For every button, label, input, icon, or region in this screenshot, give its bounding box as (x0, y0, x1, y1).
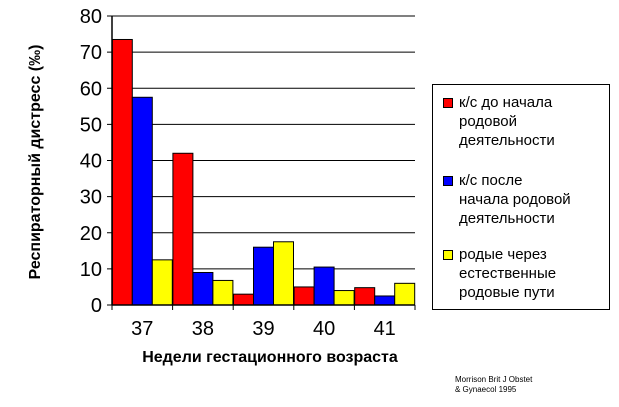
grid-lines (112, 15, 415, 270)
source-note: Morrison Brit J Obstet & Gynaecol 1995 (455, 375, 533, 394)
legend-label-2: к/с после начала родовой деятельности (459, 172, 571, 227)
bar-41-2 (374, 295, 396, 306)
bar-39-2 (253, 246, 274, 306)
x-axis-label: Недели гестационного возраста (142, 349, 398, 366)
bar-38-3 (212, 279, 234, 306)
bar-40-3 (333, 290, 355, 306)
bar-38-1 (172, 152, 194, 306)
bar-40-1 (293, 286, 315, 306)
y-tick-label: 20 (80, 223, 102, 245)
bar-41-1 (354, 287, 376, 306)
y-tick-labels: 0 10 20 30 40 50 60 70 80 (80, 6, 102, 317)
legend-swatch-2 (443, 176, 453, 186)
legend-label-3: родые через естественные родовые пути (459, 246, 557, 301)
legend: к/с до начала родовой деятельности к/с п… (432, 84, 610, 310)
bar-37-3 (151, 259, 173, 306)
bar-40-2 (313, 266, 335, 306)
x-tick-labels: 37 38 39 40 41 (131, 318, 396, 340)
x-tick-label: 40 (313, 318, 335, 340)
y-tick-label: 10 (80, 259, 102, 281)
y-tick-label: 60 (80, 78, 102, 100)
bar-37-1 (111, 38, 133, 306)
y-axis-label: Респираторный дистресс (‰) (27, 45, 44, 280)
bar-41-3 (394, 282, 416, 306)
y-tick-label: 80 (80, 6, 102, 28)
bars (111, 38, 416, 306)
y-tick-label: 30 (80, 187, 102, 209)
x-tick-label: 37 (131, 318, 153, 340)
x-tick-label: 39 (252, 318, 274, 340)
bar-39-1 (233, 293, 254, 306)
axes (107, 15, 416, 310)
bar-38-2 (192, 271, 214, 306)
x-tick-label: 38 (192, 318, 214, 340)
x-tick-label: 41 (374, 318, 396, 340)
legend-label-1: к/с до начала родовой деятельности (459, 94, 555, 149)
bar-39-3 (273, 241, 294, 306)
legend-swatch-3 (443, 250, 453, 260)
y-tick-label: 0 (91, 295, 102, 317)
y-tick-label: 40 (80, 151, 102, 173)
legend-swatch-1 (443, 98, 453, 108)
bar-37-2 (131, 96, 153, 306)
y-tick-label: 50 (80, 114, 102, 136)
y-tick-label: 70 (80, 42, 102, 64)
